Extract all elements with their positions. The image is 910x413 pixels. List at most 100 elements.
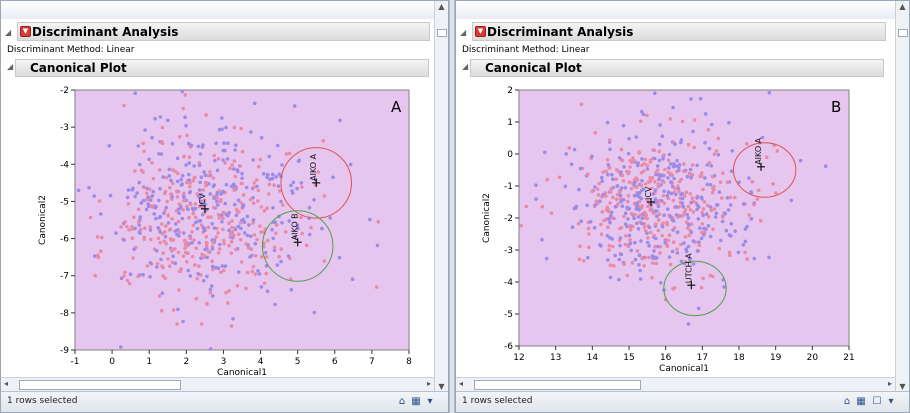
scatter-point[interactable] <box>202 229 206 233</box>
scatter-point[interactable] <box>612 264 616 268</box>
scatter-point[interactable] <box>647 244 651 248</box>
scatter-point[interactable] <box>701 222 705 226</box>
scatter-point[interactable] <box>264 251 268 255</box>
home-icon[interactable]: ⌂ <box>841 396 853 407</box>
scatter-point[interactable] <box>657 229 661 233</box>
scatter-point[interactable] <box>676 251 680 255</box>
scatter-point[interactable] <box>600 232 604 236</box>
scatter-point[interactable] <box>200 322 204 326</box>
scatter-point[interactable] <box>687 234 691 238</box>
scatter-point[interactable] <box>240 172 244 176</box>
scatter-point[interactable] <box>175 322 179 326</box>
scatter-point[interactable] <box>255 178 259 182</box>
scatter-point[interactable] <box>749 190 753 194</box>
scatter-point[interactable] <box>233 184 237 188</box>
menu-dropdown-icon[interactable]: ▾ <box>885 396 897 407</box>
scatter-point[interactable] <box>161 291 165 295</box>
scatter-point[interactable] <box>213 159 217 163</box>
scatter-point[interactable] <box>271 173 275 177</box>
scatter-point[interactable] <box>148 225 152 229</box>
scatter-point[interactable] <box>618 258 622 262</box>
scatter-point[interactable] <box>744 227 748 231</box>
scatter-point[interactable] <box>224 291 228 295</box>
scatter-point[interactable] <box>646 236 650 240</box>
scatter-point[interactable] <box>254 242 258 246</box>
scatter-point[interactable] <box>122 104 126 108</box>
scatter-point[interactable] <box>308 206 312 210</box>
scatter-point[interactable] <box>256 199 260 203</box>
scatter-point[interactable] <box>236 168 240 172</box>
scatter-point[interactable] <box>194 202 198 206</box>
scatter-point[interactable] <box>658 159 662 163</box>
scatter-point[interactable] <box>138 163 142 167</box>
scatter-point[interactable] <box>676 184 680 188</box>
scatter-point[interactable] <box>218 247 222 251</box>
scatter-point[interactable] <box>657 218 661 222</box>
scatter-point[interactable] <box>196 277 200 281</box>
scatter-point[interactable] <box>199 152 203 156</box>
scatter-point[interactable] <box>695 164 699 168</box>
scatter-point[interactable] <box>232 234 236 238</box>
scatter-point[interactable] <box>225 213 229 217</box>
scatter-point[interactable] <box>692 210 696 214</box>
scatter-point[interactable] <box>653 148 657 152</box>
scatter-point[interactable] <box>709 183 713 187</box>
scatter-point[interactable] <box>691 163 695 167</box>
scatter-point[interactable] <box>165 200 169 204</box>
scatter-point[interactable] <box>615 198 619 202</box>
scatter-point[interactable] <box>204 113 208 117</box>
scatter-point[interactable] <box>226 301 230 305</box>
scatter-point[interactable] <box>212 176 216 180</box>
scatter-point[interactable] <box>127 202 131 206</box>
scatter-point[interactable] <box>649 208 653 212</box>
scatter-point[interactable] <box>693 118 697 122</box>
scatter-point[interactable] <box>730 169 734 173</box>
scatter-point[interactable] <box>148 275 152 279</box>
scatter-point[interactable] <box>170 195 174 199</box>
scatter-point[interactable] <box>601 210 605 214</box>
scatter-point[interactable] <box>151 190 155 194</box>
scatter-point[interactable] <box>114 231 118 235</box>
scatter-point[interactable] <box>642 264 646 268</box>
scatter-point[interactable] <box>669 181 673 185</box>
scatter-point[interactable] <box>233 126 237 130</box>
scatter-point[interactable] <box>622 165 626 169</box>
scatter-point[interactable] <box>199 256 203 260</box>
scatter-point[interactable] <box>166 257 170 261</box>
scatter-point[interactable] <box>264 272 268 276</box>
scatter-point[interactable] <box>606 258 610 262</box>
scatter-point[interactable] <box>573 148 577 152</box>
scatter-point[interactable] <box>260 205 264 209</box>
scatter-point[interactable] <box>202 170 206 174</box>
scatter-point[interactable] <box>216 231 220 235</box>
scatter-point[interactable] <box>149 238 153 242</box>
scatter-point[interactable] <box>89 216 93 220</box>
scatter-point[interactable] <box>653 180 657 184</box>
scatter-point[interactable] <box>164 235 168 239</box>
scatter-point[interactable] <box>558 176 562 180</box>
scroll-down-icon[interactable]: ▼ <box>437 383 446 391</box>
scatter-point[interactable] <box>157 199 161 203</box>
scatter-point[interactable] <box>624 222 628 226</box>
red-triangle-menu-icon[interactable]: ▼ <box>20 26 31 37</box>
scatter-point[interactable] <box>184 163 188 167</box>
scatter-point[interactable] <box>608 221 612 225</box>
scatter-point[interactable] <box>226 157 230 161</box>
scatter-point[interactable] <box>224 264 228 268</box>
scatter-point[interactable] <box>688 172 692 176</box>
scatter-point[interactable] <box>611 216 615 220</box>
scatter-point[interactable] <box>96 235 100 239</box>
scatter-point[interactable] <box>77 189 81 193</box>
scatter-point[interactable] <box>199 219 203 223</box>
scatter-point[interactable] <box>312 198 316 202</box>
scatter-point[interactable] <box>193 263 197 267</box>
scatter-point[interactable] <box>298 159 302 163</box>
scatter-point[interactable] <box>703 176 707 180</box>
scatter-point[interactable] <box>698 243 702 247</box>
scatter-point[interactable] <box>602 219 606 223</box>
scatter-point[interactable] <box>622 179 626 183</box>
scatter-point[interactable] <box>168 264 172 268</box>
scatter-point[interactable] <box>631 156 635 160</box>
scatter-point[interactable] <box>322 259 326 263</box>
scatter-point[interactable] <box>608 244 612 248</box>
